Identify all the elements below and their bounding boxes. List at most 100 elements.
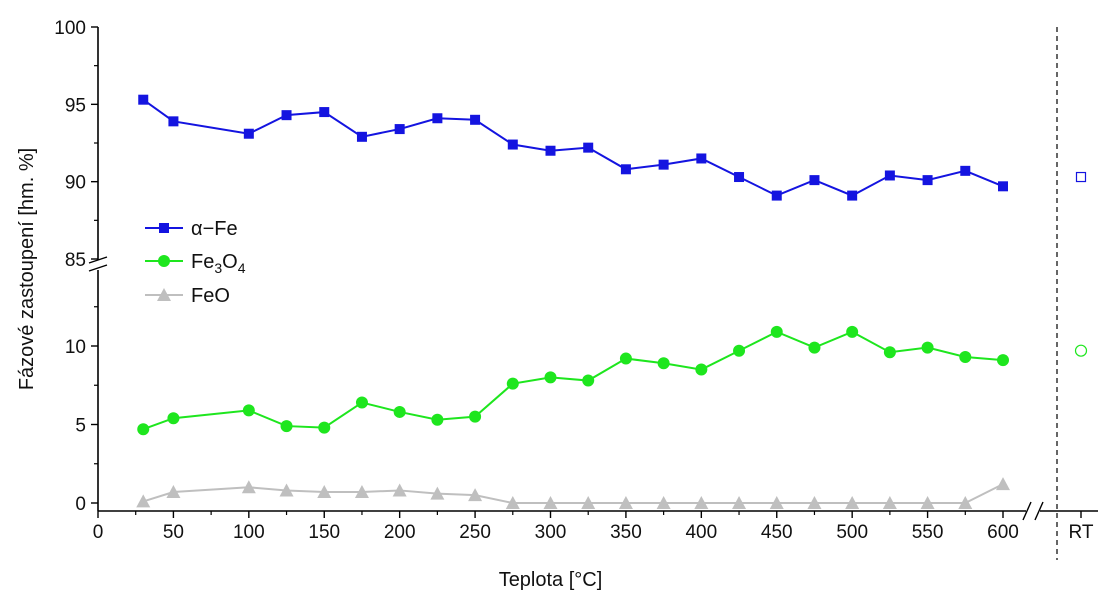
data-point-fe bbox=[356, 131, 367, 142]
data-point-fe3o4 bbox=[997, 354, 1009, 367]
rt-point-fe bbox=[1075, 171, 1087, 183]
data-point-fe bbox=[168, 116, 179, 127]
data-point-fe bbox=[545, 145, 556, 156]
series-line-feo bbox=[142, 483, 1004, 504]
data-point-fe3o4 bbox=[469, 410, 482, 423]
data-point-fe3o4 bbox=[808, 341, 821, 354]
x-tick-label: 200 bbox=[384, 522, 416, 543]
data-point-fe3o4 bbox=[921, 341, 934, 354]
legend-label-fe: α−Fe bbox=[191, 218, 238, 240]
data-point-fe bbox=[394, 124, 405, 135]
y-tick-label: 0 bbox=[75, 494, 86, 515]
legend-label-fe3o4-sub2: 4 bbox=[238, 260, 246, 276]
data-point-fe bbox=[884, 170, 895, 181]
data-point-fe3o4 bbox=[582, 374, 595, 387]
data-point-fe bbox=[432, 113, 443, 124]
data-point-feo bbox=[505, 496, 520, 509]
x-tick-label: 150 bbox=[308, 522, 340, 543]
data-point-fe3o4 bbox=[355, 396, 368, 409]
data-point-fe3o4 bbox=[137, 423, 150, 436]
data-point-feo bbox=[920, 496, 935, 509]
data-point-fe bbox=[281, 110, 292, 121]
data-point-fe3o4 bbox=[167, 412, 180, 425]
legend-marker-fe bbox=[159, 223, 169, 233]
data-point-feo bbox=[241, 480, 256, 494]
rt-point-fe3o4 bbox=[1074, 344, 1088, 357]
x-tick-label: 100 bbox=[233, 522, 265, 543]
data-point-fe bbox=[658, 159, 669, 170]
x-axis-break-mark bbox=[1034, 501, 1044, 521]
y-tick-label: 100 bbox=[54, 18, 86, 39]
legend-marker-feo bbox=[157, 288, 171, 301]
data-point-fe3o4 bbox=[506, 377, 519, 390]
data-point-fe bbox=[771, 190, 782, 201]
legend-label-fe3o4-sub1: 3 bbox=[214, 260, 222, 276]
data-point-feo bbox=[392, 483, 407, 497]
data-point-feo bbox=[317, 485, 332, 499]
data-point-feo bbox=[354, 485, 369, 499]
x-axis-title: Teplota [°C] bbox=[499, 569, 603, 591]
legend-label-feo: FeO bbox=[191, 285, 230, 307]
x-axis-break-mark bbox=[1022, 501, 1032, 521]
data-point-feo bbox=[430, 486, 445, 500]
y-tick-label: 95 bbox=[65, 95, 86, 116]
legend-marker-fe3o4 bbox=[158, 255, 170, 267]
x-tick-label: 400 bbox=[685, 522, 717, 543]
data-point-feo bbox=[882, 496, 897, 509]
y-tick-label: 10 bbox=[65, 337, 86, 358]
data-point-fe bbox=[809, 175, 820, 186]
data-point-fe bbox=[319, 107, 330, 118]
data-point-feo bbox=[845, 496, 860, 509]
axes: 0 50 100 150 200 250 300 350 400 450 500 550 600 RT 0 5… bbox=[16, 18, 1098, 591]
data-point-fe bbox=[243, 128, 254, 139]
data-point-fe3o4 bbox=[393, 405, 406, 418]
x-tick-label: 350 bbox=[610, 522, 642, 543]
data-point-fe bbox=[998, 181, 1008, 192]
data-point-fe bbox=[734, 172, 745, 183]
x-tick-label: 450 bbox=[761, 522, 793, 543]
x-tick-label: 250 bbox=[459, 522, 491, 543]
data-point-fe3o4 bbox=[280, 420, 293, 433]
series-feo bbox=[136, 477, 1010, 509]
data-point-feo bbox=[694, 496, 709, 509]
data-point-feo bbox=[769, 496, 784, 509]
legend: α−Fe Fe3O4 FeO bbox=[145, 218, 246, 307]
x-tick-label: 500 bbox=[836, 522, 868, 543]
data-point-fe3o4 bbox=[318, 421, 331, 434]
data-point-fe bbox=[696, 153, 707, 164]
x-tick-label-rt: RT bbox=[1069, 522, 1094, 543]
legend-label-fe3o4-o: O bbox=[222, 251, 238, 273]
data-point-fe3o4 bbox=[770, 325, 783, 338]
x-tick-label: 300 bbox=[535, 522, 567, 543]
series-fe3o4 bbox=[137, 325, 1088, 436]
data-point-fe3o4 bbox=[242, 404, 255, 417]
data-point-feo bbox=[468, 488, 483, 502]
data-point-fe3o4 bbox=[846, 325, 859, 338]
series-line-fe3o4 bbox=[142, 330, 1004, 431]
data-point-fe3o4 bbox=[883, 346, 896, 359]
data-point-feo bbox=[279, 483, 294, 497]
data-point-fe3o4 bbox=[959, 350, 972, 363]
data-point-feo bbox=[136, 494, 151, 508]
data-point-fe bbox=[620, 164, 631, 175]
data-point-feo bbox=[996, 477, 1010, 491]
series-layer bbox=[136, 94, 1088, 509]
data-point-fe3o4 bbox=[733, 344, 746, 357]
data-point-feo bbox=[732, 496, 747, 509]
data-point-feo bbox=[543, 496, 558, 509]
x-tick-label: 0 bbox=[93, 522, 104, 543]
data-point-fe3o4 bbox=[695, 363, 708, 376]
data-point-fe bbox=[922, 175, 933, 186]
data-point-fe bbox=[960, 165, 971, 176]
legend-label-fe3o4-fe: Fe bbox=[191, 251, 214, 273]
y-tick-label: 85 bbox=[65, 250, 86, 271]
data-point-fe bbox=[138, 94, 149, 105]
legend-label-fe3o4: Fe3O4 bbox=[191, 251, 246, 276]
data-point-fe3o4 bbox=[544, 371, 557, 384]
data-point-fe3o4 bbox=[619, 352, 632, 365]
y-axis-title: Fázové zastoupení [hm. %] bbox=[16, 148, 38, 390]
y-axis-break-mark bbox=[88, 256, 108, 264]
x-tick-label: 600 bbox=[987, 522, 1019, 543]
series-fe bbox=[138, 94, 1087, 201]
